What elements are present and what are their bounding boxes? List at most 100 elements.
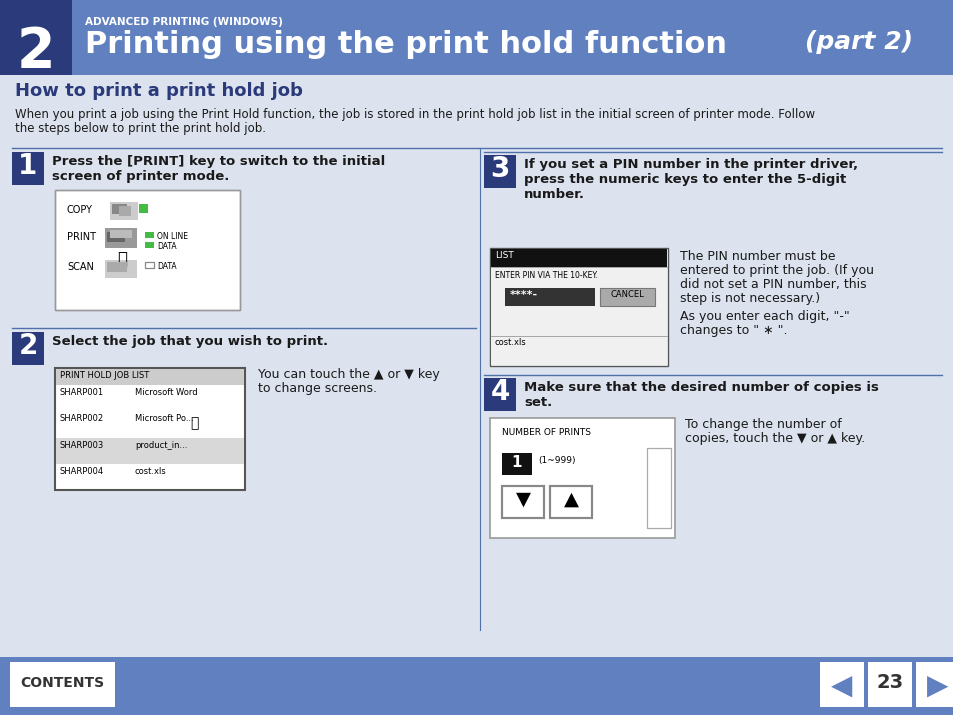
Bar [55, 190, 240, 310]
Text: As you enter each digit, "-": As you enter each digit, "-" [679, 310, 849, 323]
Text: ▶: ▶ [926, 672, 947, 700]
Bar [110, 230, 132, 238]
Bar [483, 155, 516, 188]
Text: SHARP001: SHARP001 [60, 388, 104, 397]
Text: When you print a job using the Print Hold function, the job is stored in the pri: When you print a job using the Print Hol… [15, 108, 814, 121]
Text: 1: 1 [18, 152, 37, 180]
Bar [145, 232, 153, 238]
Bar [501, 486, 543, 518]
Text: DATA: DATA [157, 242, 176, 251]
Bar [55, 190, 240, 310]
Text: (1~999): (1~999) [537, 456, 575, 465]
Text: ON LINE: ON LINE [157, 232, 188, 241]
Text: 23: 23 [876, 673, 902, 692]
Bar [490, 418, 675, 538]
Text: 2: 2 [16, 25, 55, 79]
Bar [599, 288, 655, 306]
Text: cost.xls: cost.xls [135, 467, 167, 475]
Bar [112, 204, 127, 214]
Bar [490, 418, 675, 538]
Text: Make sure that the desired number of copies is
set.: Make sure that the desired number of cop… [523, 381, 878, 409]
Text: Select the job that you wish to print.: Select the job that you wish to print. [52, 335, 328, 348]
Text: How to print a print hold job: How to print a print hold job [15, 82, 302, 100]
Text: ▼: ▼ [515, 490, 530, 509]
Text: ****-: ****- [510, 290, 537, 300]
Bar [501, 453, 532, 475]
Bar [599, 288, 655, 306]
Text: Microsoft Po...: Microsoft Po... [135, 414, 193, 423]
Text: To change the number of: To change the number of [684, 418, 841, 431]
Bar [0, 657, 953, 715]
Text: CONTENTS: CONTENTS [20, 676, 104, 690]
Bar [55, 368, 245, 490]
Text: SHARP004: SHARP004 [60, 467, 104, 475]
Text: 👉: 👉 [117, 250, 127, 268]
Bar [12, 332, 44, 365]
Bar [491, 249, 666, 267]
Text: NUMBER OF PRINTS: NUMBER OF PRINTS [501, 428, 590, 437]
Bar [145, 262, 153, 268]
Bar [501, 486, 543, 518]
Text: SHARP002: SHARP002 [60, 414, 104, 423]
Bar [139, 204, 148, 213]
Text: Press the [PRINT] key to switch to the initial
screen of printer mode.: Press the [PRINT] key to switch to the i… [52, 155, 385, 183]
Bar [504, 288, 595, 306]
Bar [145, 262, 153, 268]
Text: COPY: COPY [67, 205, 92, 215]
Bar [56, 369, 244, 385]
Text: SHARP003: SHARP003 [60, 440, 104, 450]
Bar [915, 662, 953, 707]
Text: The PIN number must be: The PIN number must be [679, 250, 835, 263]
Text: 1: 1 [511, 455, 521, 470]
Bar [491, 267, 666, 365]
Text: PRINT: PRINT [67, 232, 96, 242]
Text: 👉: 👉 [190, 417, 198, 430]
Bar [105, 260, 137, 278]
Bar [646, 448, 670, 528]
Text: LIST: LIST [495, 251, 514, 260]
Bar [490, 248, 667, 366]
Text: (part 2): (part 2) [804, 30, 912, 54]
Bar [110, 202, 138, 220]
Text: ◀: ◀ [830, 672, 852, 700]
Text: If you set a PIN number in the printer driver,
press the numeric keys to enter t: If you set a PIN number in the printer d… [523, 158, 858, 201]
Bar [105, 228, 137, 248]
Text: ADVANCED PRINTING (WINDOWS): ADVANCED PRINTING (WINDOWS) [85, 17, 283, 27]
Text: 3: 3 [490, 155, 509, 183]
Text: copies, touch the ▼ or ▲ key.: copies, touch the ▼ or ▲ key. [684, 432, 864, 445]
Bar [10, 662, 115, 707]
Bar [107, 232, 125, 242]
Bar [107, 262, 127, 272]
Text: 2: 2 [18, 332, 38, 360]
Bar [145, 242, 153, 248]
Text: to change screens.: to change screens. [257, 382, 376, 395]
Text: entered to print the job. (If you: entered to print the job. (If you [679, 264, 873, 277]
Text: CANCEL: CANCEL [610, 290, 643, 299]
Text: Microsoft Word: Microsoft Word [135, 388, 197, 397]
Text: did not set a PIN number, this: did not set a PIN number, this [679, 278, 865, 291]
Bar [55, 368, 245, 490]
Text: You can touch the ▲ or ▼ key: You can touch the ▲ or ▼ key [257, 368, 439, 381]
Bar [12, 152, 44, 185]
Text: step is not necessary.): step is not necessary.) [679, 292, 820, 305]
Text: ▲: ▲ [563, 490, 578, 509]
Text: DATA: DATA [157, 262, 176, 271]
Bar [0, 0, 953, 75]
Bar [550, 486, 592, 518]
Text: 4: 4 [490, 378, 509, 406]
Text: ENTER PIN VIA THE 10-KEY.: ENTER PIN VIA THE 10-KEY. [495, 271, 598, 280]
Text: PRINT HOLD JOB LIST: PRINT HOLD JOB LIST [60, 371, 149, 380]
Bar [820, 662, 863, 707]
Text: SCAN: SCAN [67, 262, 93, 272]
Text: changes to " ∗ ".: changes to " ∗ ". [679, 324, 786, 337]
Bar [119, 206, 131, 216]
Bar [490, 248, 667, 366]
Bar [867, 662, 911, 707]
Bar [56, 438, 244, 464]
Text: cost.xls: cost.xls [495, 338, 526, 347]
Text: the steps below to print the print hold job.: the steps below to print the print hold … [15, 122, 266, 135]
Bar [550, 486, 592, 518]
Text: product_in...: product_in... [135, 440, 187, 450]
Bar [483, 378, 516, 411]
Bar [0, 0, 71, 75]
